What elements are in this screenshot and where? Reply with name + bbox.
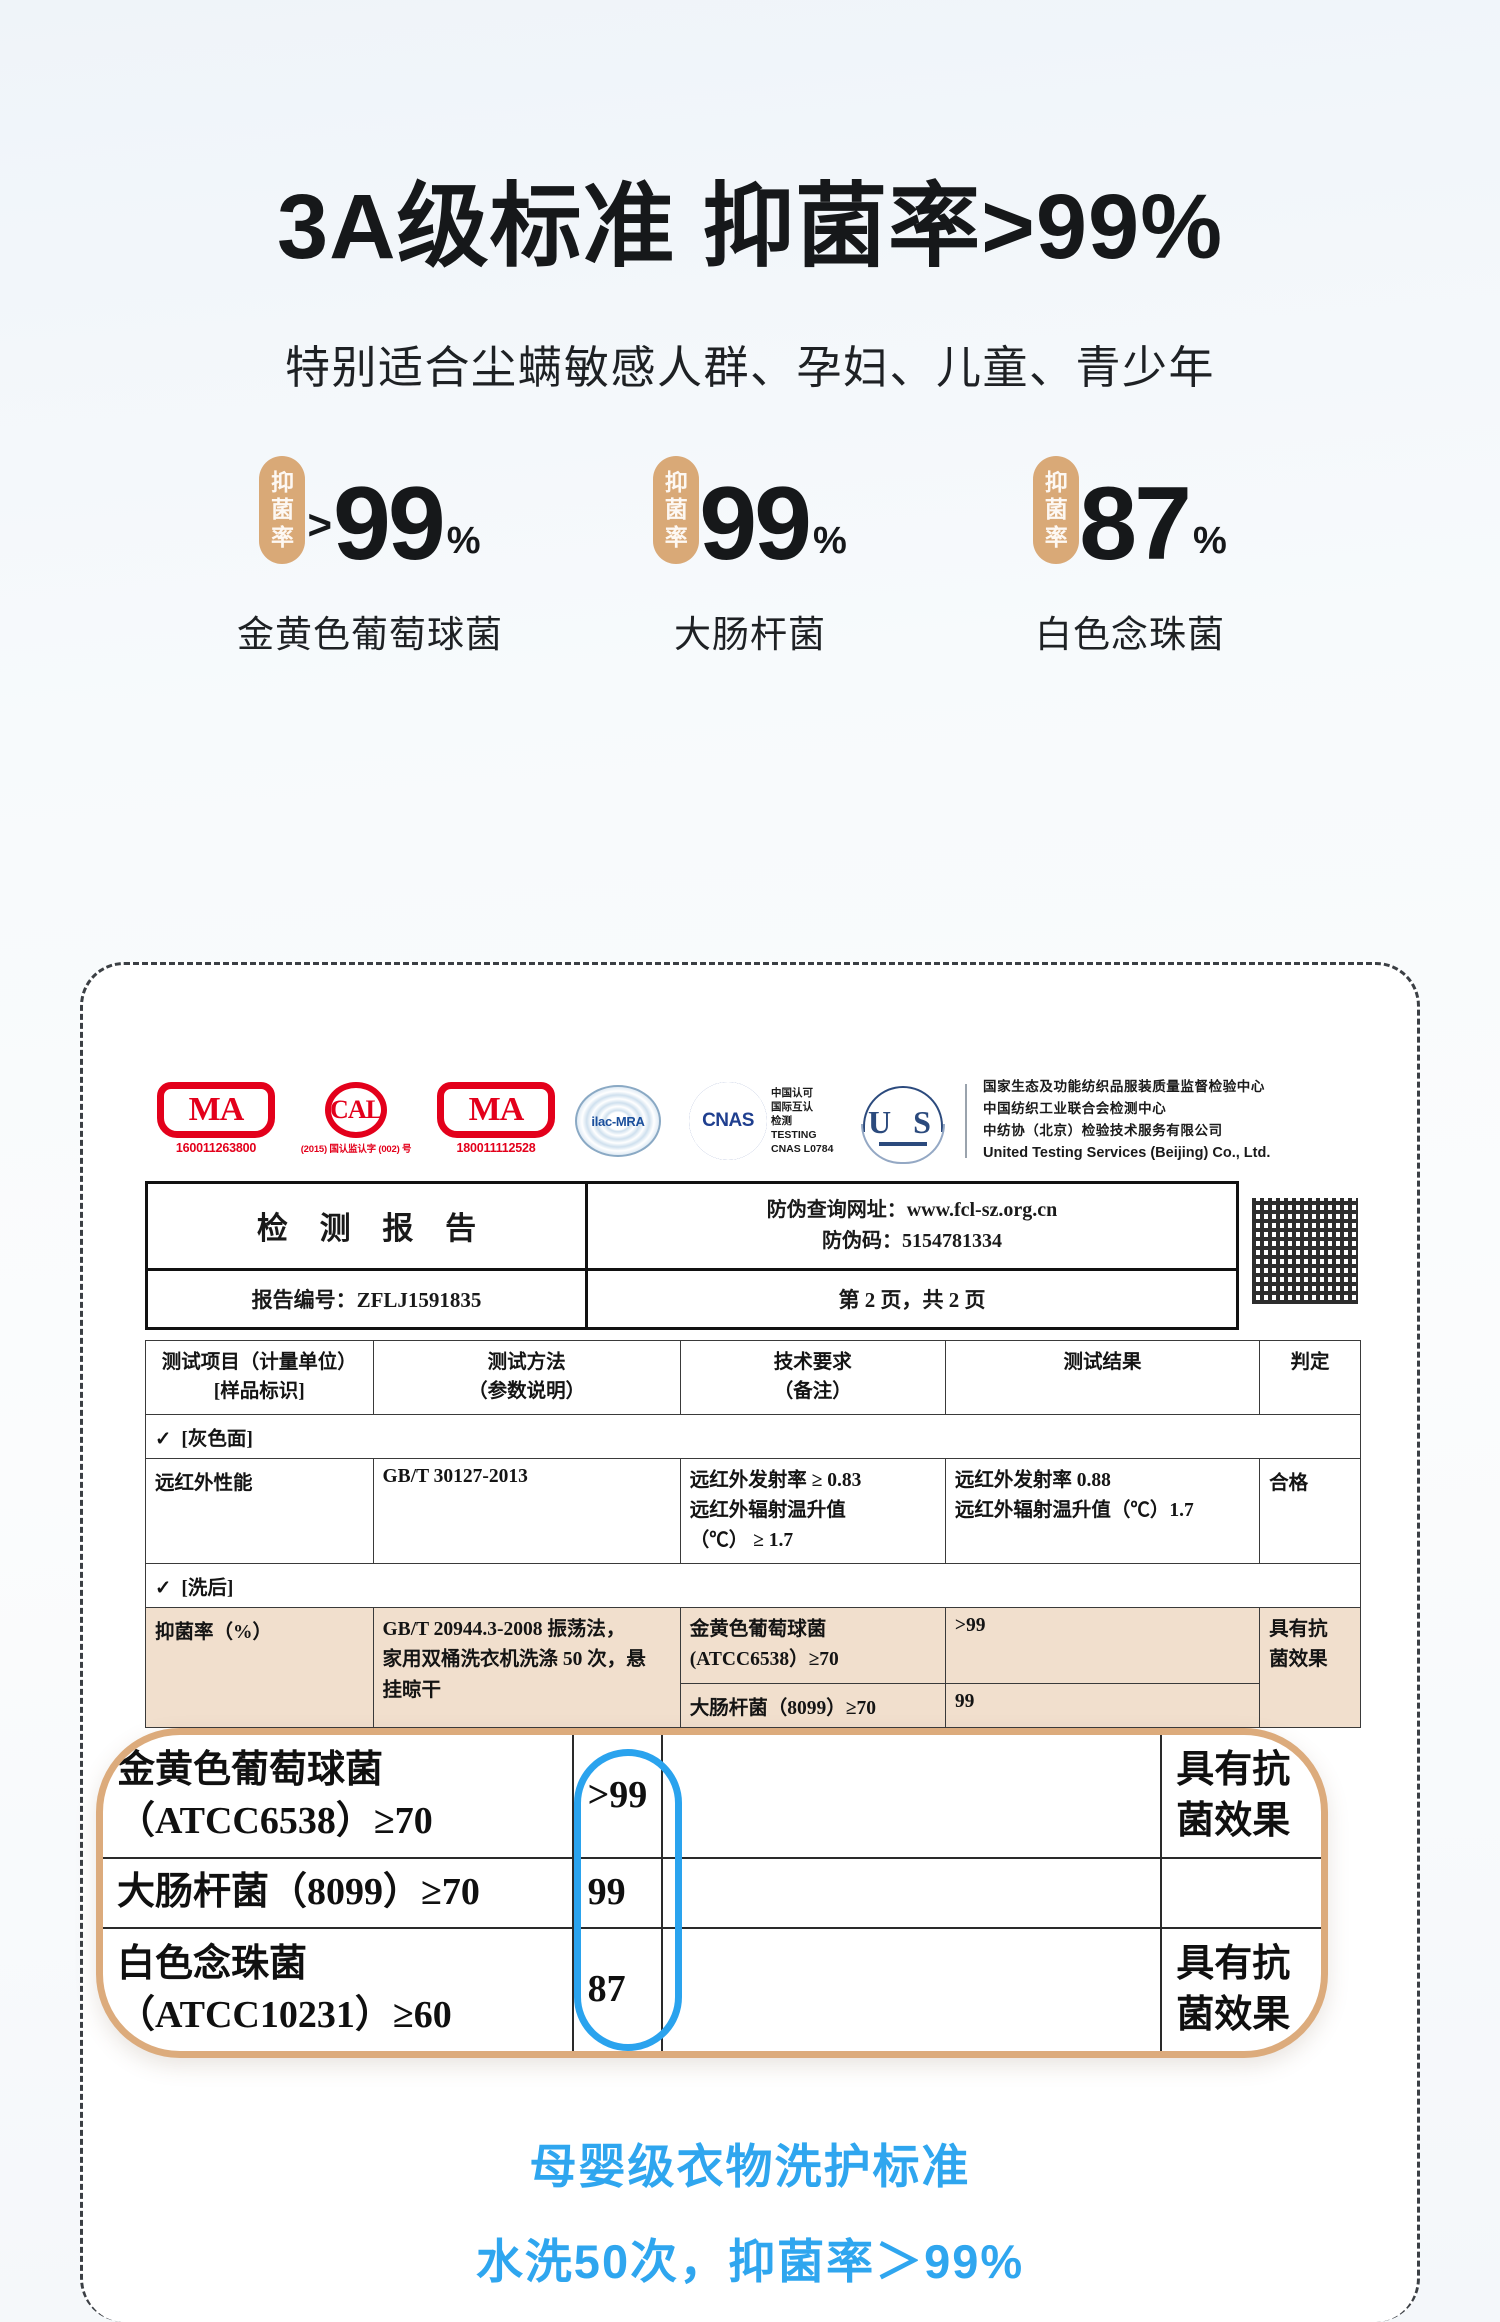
stat-item: 抑 菌 率 > 99 % 金黄色葡萄球菌 (180, 448, 560, 658)
hero-section: 3A级标准 抑菌率>99% 特别适合尘螨敏感人群、孕妇、儿童、青少年 (0, 0, 1500, 396)
col-requirement: 技术要求 （备注） (679, 1340, 946, 1415)
greater-than-sign: > (307, 501, 333, 549)
cal-logo-icon: CAL (2015) 国认监认字 (002) 号 (295, 1082, 417, 1160)
percent-sign: % (446, 520, 481, 563)
cell-requirement: 大肠杆菌（8099）≥70 (679, 1682, 946, 1728)
stat-label: 大肠杆菌 (674, 614, 826, 656)
col-verdict: 判定 (1259, 1340, 1361, 1415)
cma-code: 160011263800 (175, 1141, 257, 1155)
stat-value-group: 抑 菌 率 99 % (560, 448, 940, 582)
cell-item: 抑菌率（%） (145, 1607, 374, 1728)
table-section-row: ✓ [灰色面] (145, 1413, 1361, 1459)
stats-row: 抑 菌 率 > 99 % 金黄色葡萄球菌 抑 菌 率 99 % 大肠杆菌 抑 菌 (0, 448, 1500, 658)
uts-logo-icon: U S (857, 1080, 949, 1164)
cell-result: 87 (571, 1926, 664, 2051)
cell-note (661, 1857, 1163, 1929)
check-icon: ✓ (155, 1578, 172, 1600)
table-section-row: ✓ [洗后] (145, 1563, 1361, 1609)
cell-method: GB/T 30127-2013 (372, 1457, 681, 1565)
antifake-code: 防伪码：5154781334 (822, 1230, 1002, 1252)
cell-result: 99 (944, 1682, 1261, 1728)
page-title: 3A级标准 抑菌率>99% (276, 176, 1224, 278)
section-after-wash: ✓ [洗后] (145, 1563, 1361, 1609)
magnified-table: 金黄色葡萄球菌 （ATCC6538）≥70 >99 具有抗 菌效果 大肠杆菌（8… (103, 1735, 1321, 2051)
col-test-item: 测试项目（计量单位） [样品标识] (145, 1340, 374, 1415)
cma-code-2: 180011112528 (456, 1141, 536, 1155)
section-gray-side: ✓ [灰色面] (145, 1413, 1361, 1459)
report-table: 测试项目（计量单位） [样品标识] 测试方法 （参数说明） 技术要求 （备注） … (145, 1340, 1361, 1728)
col-result: 测试结果 (944, 1340, 1261, 1415)
table-row: 大肠杆菌（8099）≥70 99 (146, 1682, 1361, 1728)
stat-item: 抑 菌 率 99 % 大肠杆菌 (560, 448, 940, 658)
cal-code: (2015) 国认监认字 (002) 号 (300, 1144, 412, 1155)
cell-verdict: 具有抗 菌效果 (1160, 1735, 1321, 1860)
cma-logo-icon: MA 160011263800 (155, 1082, 277, 1160)
inhibition-rate-badge: 抑 菌 率 (1033, 456, 1080, 565)
table-header-row: 测试项目（计量单位） [样品标识] 测试方法 （参数说明） 技术要求 （备注） … (145, 1340, 1361, 1415)
cell-item: 远红外性能 (145, 1457, 374, 1565)
col-test-method: 测试方法 （参数说明） (372, 1340, 681, 1415)
cell-verdict: 具有抗 菌效果 (1160, 1926, 1321, 2051)
stat-label: 金黄色葡萄球菌 (237, 614, 503, 656)
table-row: 金黄色葡萄球菌 （ATCC6538）≥70 >99 具有抗 菌效果 (103, 1735, 1321, 1860)
cnas-side-text: 中国认可 国际互认 检测 TESTING CNAS L0784 (771, 1086, 834, 1156)
table-row: 大肠杆菌（8099）≥70 99 (103, 1857, 1321, 1929)
accreditation-logos: MA 160011263800 CAL (2015) 国认监认字 (002) 号… (145, 1073, 1361, 1169)
table-row: 白色念珠菌 （ATCC10231）≥60 87 具有抗 菌效果 (103, 1926, 1321, 2051)
cnas-logo-icon: CNAS 中国认可 国际互认 检测 TESTING CNAS L0784 (689, 1082, 839, 1160)
cell-method: GB/T 20944.3-2008 振荡法， 家用双桶洗衣机洗涤 50 次，悬 … (372, 1607, 681, 1728)
report-header: 检 测 报 告 防伪查询网址：www.fcl-sz.org.cn 防伪码：515… (145, 1181, 1361, 1330)
ilac-mra-logo-icon: ilac-MRA (575, 1085, 671, 1157)
stat-value-group: 抑 菌 率 > 99 % (180, 448, 560, 582)
percent-sign: % (1192, 520, 1227, 563)
bottom-line-2: 水洗50次，抑菌率＞99% (475, 2235, 1025, 2288)
stat-label: 白色念珠菌 (1035, 614, 1225, 656)
cell-note (661, 1735, 1163, 1860)
cell-requirement: 远红外发射率 ≥ 0.83 远红外辐射温升值 （℃） ≥ 1.7 (679, 1457, 946, 1565)
cell-note (661, 1926, 1163, 2051)
cell-result: >99 (944, 1607, 1261, 1684)
qr-code-icon (1249, 1195, 1361, 1307)
cell-verdict: 具有抗 菌效果 (1259, 1607, 1361, 1728)
cell-verdict: 合格 (1259, 1457, 1361, 1565)
stat-item: 抑 菌 率 87 % 白色念珠菌 (940, 448, 1320, 658)
stat-number: 99 (333, 465, 446, 582)
cell-requirement: 大肠杆菌（8099）≥70 (103, 1857, 574, 1929)
page-subtitle: 特别适合尘螨敏感人群、孕妇、儿童、青少年 (284, 342, 1215, 394)
uts-logo-block: U S 国家生态及功能纺织品服装质量监督检验中心 中国纺织工业联合会检测中心 中… (857, 1076, 1270, 1165)
report-title: 检 测 报 告 (148, 1184, 588, 1268)
cell-requirement: 金黄色葡萄球菌 （ATCC6538）≥70 (103, 1735, 574, 1860)
stat-number: 99 (699, 465, 812, 582)
stat-number: 87 (1079, 465, 1192, 582)
magnified-results-callout: 金黄色葡萄球菌 （ATCC6538）≥70 >99 具有抗 菌效果 大肠杆菌（8… (96, 1728, 1328, 2058)
cell-verdict (1160, 1857, 1321, 1929)
cell-requirement: 白色念珠菌 （ATCC10231）≥60 (103, 1926, 574, 2051)
cma-logo-icon-2: MA 180011112528 (435, 1082, 557, 1160)
check-icon: ✓ (155, 1428, 172, 1450)
antifake-url: 防伪查询网址：www.fcl-sz.org.cn (766, 1199, 1058, 1221)
inhibition-rate-badge: 抑 菌 率 (653, 456, 700, 565)
certificate-content: MA 160011263800 CAL (2015) 国认监认字 (002) 号… (145, 1073, 1361, 1728)
table-row: 远红外性能 GB/T 30127-2013 远红外发射率 ≥ 0.83 远红外辐… (145, 1457, 1361, 1565)
percent-sign: % (812, 520, 847, 563)
cell-result: 99 (571, 1857, 664, 1929)
inhibition-rate-badge: 抑 菌 率 (259, 456, 306, 565)
cell-result: 远红外发射率 0.88 远红外辐射温升值（℃）1.7 (944, 1457, 1261, 1565)
table-row: 抑菌率（%） GB/T 20944.3-2008 振荡法， 家用双桶洗衣机洗涤 … (145, 1607, 1361, 1728)
cell-result: >99 (571, 1735, 664, 1860)
uts-org-names: 国家生态及功能纺织品服装质量监督检验中心 中国纺织工业联合会检测中心 中纺协（北… (983, 1079, 1271, 1162)
certificate-card: MA 160011263800 CAL (2015) 国认监认字 (002) 号… (80, 962, 1420, 2322)
bottom-line-1: 母婴级衣物洗护标准 (529, 2140, 971, 2193)
antifake-block: 防伪查询网址：www.fcl-sz.org.cn 防伪码：5154781334 (588, 1184, 1236, 1268)
page-info: 第 2 页，共 2 页 (838, 1288, 986, 1312)
cell-requirement: 金黄色葡萄球菌 (ATCC6538）≥70 (679, 1607, 946, 1684)
logo-divider (965, 1084, 967, 1158)
stat-value-group: 抑 菌 率 87 % (940, 448, 1320, 582)
bottom-claim: 母婴级衣物洗护标准 水洗50次，抑菌率＞99% (0, 2128, 1500, 2292)
report-number: 报告编号：ZFLJ1591835 (148, 1271, 588, 1327)
